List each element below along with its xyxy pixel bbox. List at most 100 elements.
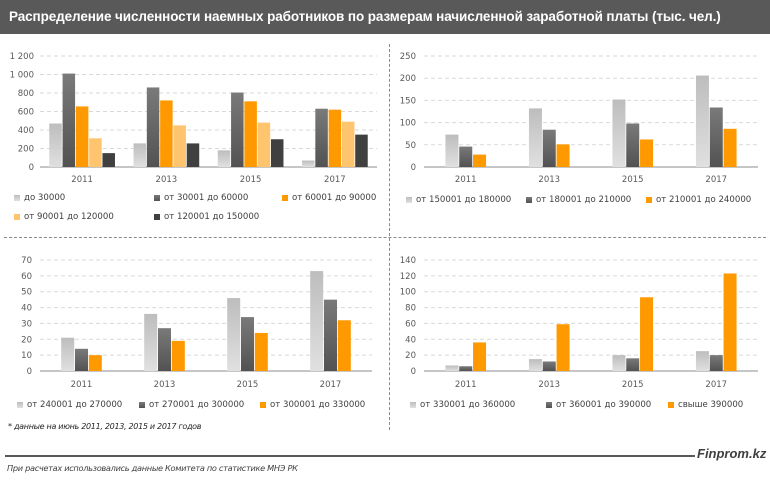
y-tick-label: 1 200 [10, 52, 34, 62]
legend-label: от 210001 до 240000 [656, 195, 752, 205]
y-tick-label: 60 [21, 272, 32, 282]
bar [556, 144, 570, 167]
legend-item: свыше 390000 [668, 400, 743, 410]
bar [158, 328, 171, 371]
x-category-label: 2015 [622, 380, 644, 390]
bar [171, 340, 185, 371]
bar [186, 143, 200, 167]
legend-label: от 180001 до 210000 [536, 195, 632, 205]
y-tick-label: 30 [21, 319, 32, 329]
bar [612, 355, 626, 371]
bar [723, 128, 737, 167]
legend-swatch-icon [154, 214, 160, 220]
bar [337, 320, 351, 371]
legend-label: от 330001 до 360000 [420, 400, 516, 410]
legend-label: свыше 390000 [678, 400, 744, 410]
bar [217, 150, 231, 167]
x-category-label: 2017 [320, 380, 342, 390]
legend-swatch-icon [410, 402, 416, 408]
y-tick-label: 400 [18, 126, 34, 136]
bar [355, 134, 368, 167]
source-note: При расчетах использовались данные Комит… [7, 463, 298, 473]
bar [160, 100, 173, 167]
y-tick-label: 20 [405, 351, 416, 361]
x-category-label: 2013 [538, 175, 560, 185]
y-tick-label: 50 [405, 141, 416, 151]
bar [49, 123, 62, 167]
x-category-label: 2013 [156, 175, 178, 185]
legend-swatch-icon [646, 197, 652, 203]
bar [695, 351, 709, 371]
bar [310, 271, 324, 371]
bar [709, 355, 723, 371]
legend-swatch-icon [526, 197, 532, 203]
legend-label: до 30000 [24, 193, 66, 203]
legend-item: от 330001 до 360000 [410, 400, 515, 410]
x-category-label: 2013 [154, 380, 176, 390]
bar [133, 143, 147, 167]
bar [89, 138, 102, 167]
bar [227, 298, 241, 371]
bar [723, 273, 737, 371]
bar [102, 153, 115, 167]
y-tick-label: 20 [21, 335, 32, 345]
x-category-label: 2015 [237, 380, 259, 390]
bar [324, 299, 337, 371]
legend-label: от 30001 до 60000 [164, 193, 249, 203]
legend-item: от 210001 до 240000 [646, 195, 751, 205]
bar [626, 358, 640, 371]
y-tick-label: 800 [18, 89, 34, 99]
legend-swatch-icon [139, 402, 145, 408]
bar [528, 359, 542, 371]
footnote: * данные на июнь 2011, 2013, 2015 и 2017… [8, 422, 202, 431]
x-category-label: 2017 [705, 175, 727, 185]
legend-item: от 150001 до 180000 [406, 195, 511, 205]
footer-rule [5, 455, 695, 457]
y-tick-label: 140 [400, 256, 416, 266]
y-tick-label: 10 [21, 351, 32, 361]
legend-item: от 240001 до 270000 [17, 400, 122, 410]
legend-swatch-icon [14, 195, 20, 201]
y-tick-label: 40 [405, 335, 416, 345]
x-category-label: 2011 [455, 175, 477, 185]
bar [88, 355, 102, 371]
legend-item: от 270001 до 300000 [139, 400, 244, 410]
bar [473, 154, 487, 167]
bar [459, 146, 473, 167]
bar [473, 342, 487, 371]
y-tick-label: 50 [21, 288, 32, 298]
legend-label: от 120001 до 150000 [164, 212, 260, 222]
legend-swatch-icon [546, 402, 552, 408]
bar [173, 125, 186, 167]
legend-label: от 270001 до 300000 [149, 400, 245, 410]
bar [146, 87, 160, 167]
bar [695, 75, 709, 167]
x-category-label: 2017 [705, 380, 727, 390]
x-category-label: 2013 [538, 380, 560, 390]
y-tick-label: 200 [400, 74, 416, 84]
y-tick-label: 250 [400, 52, 416, 62]
bar [257, 122, 271, 167]
bar [270, 139, 284, 167]
legend-label: от 240001 до 270000 [27, 400, 123, 410]
legend-swatch-icon [282, 195, 288, 201]
y-tick-label: 100 [400, 288, 416, 298]
legend-label: от 150001 до 180000 [416, 195, 512, 205]
bar [244, 101, 257, 167]
legend-label: от 60001 до 90000 [292, 193, 377, 203]
bar [445, 134, 459, 167]
x-category-label: 2011 [71, 380, 93, 390]
bar [709, 107, 723, 167]
legend-item: до 30000 [14, 193, 65, 203]
bar [341, 121, 355, 167]
legend-swatch-icon [154, 195, 160, 201]
y-tick-label: 0 [411, 163, 416, 173]
bar [315, 108, 328, 167]
x-category-label: 2011 [71, 175, 93, 185]
legend-item: от 30001 до 60000 [154, 193, 248, 203]
bar [231, 92, 244, 167]
